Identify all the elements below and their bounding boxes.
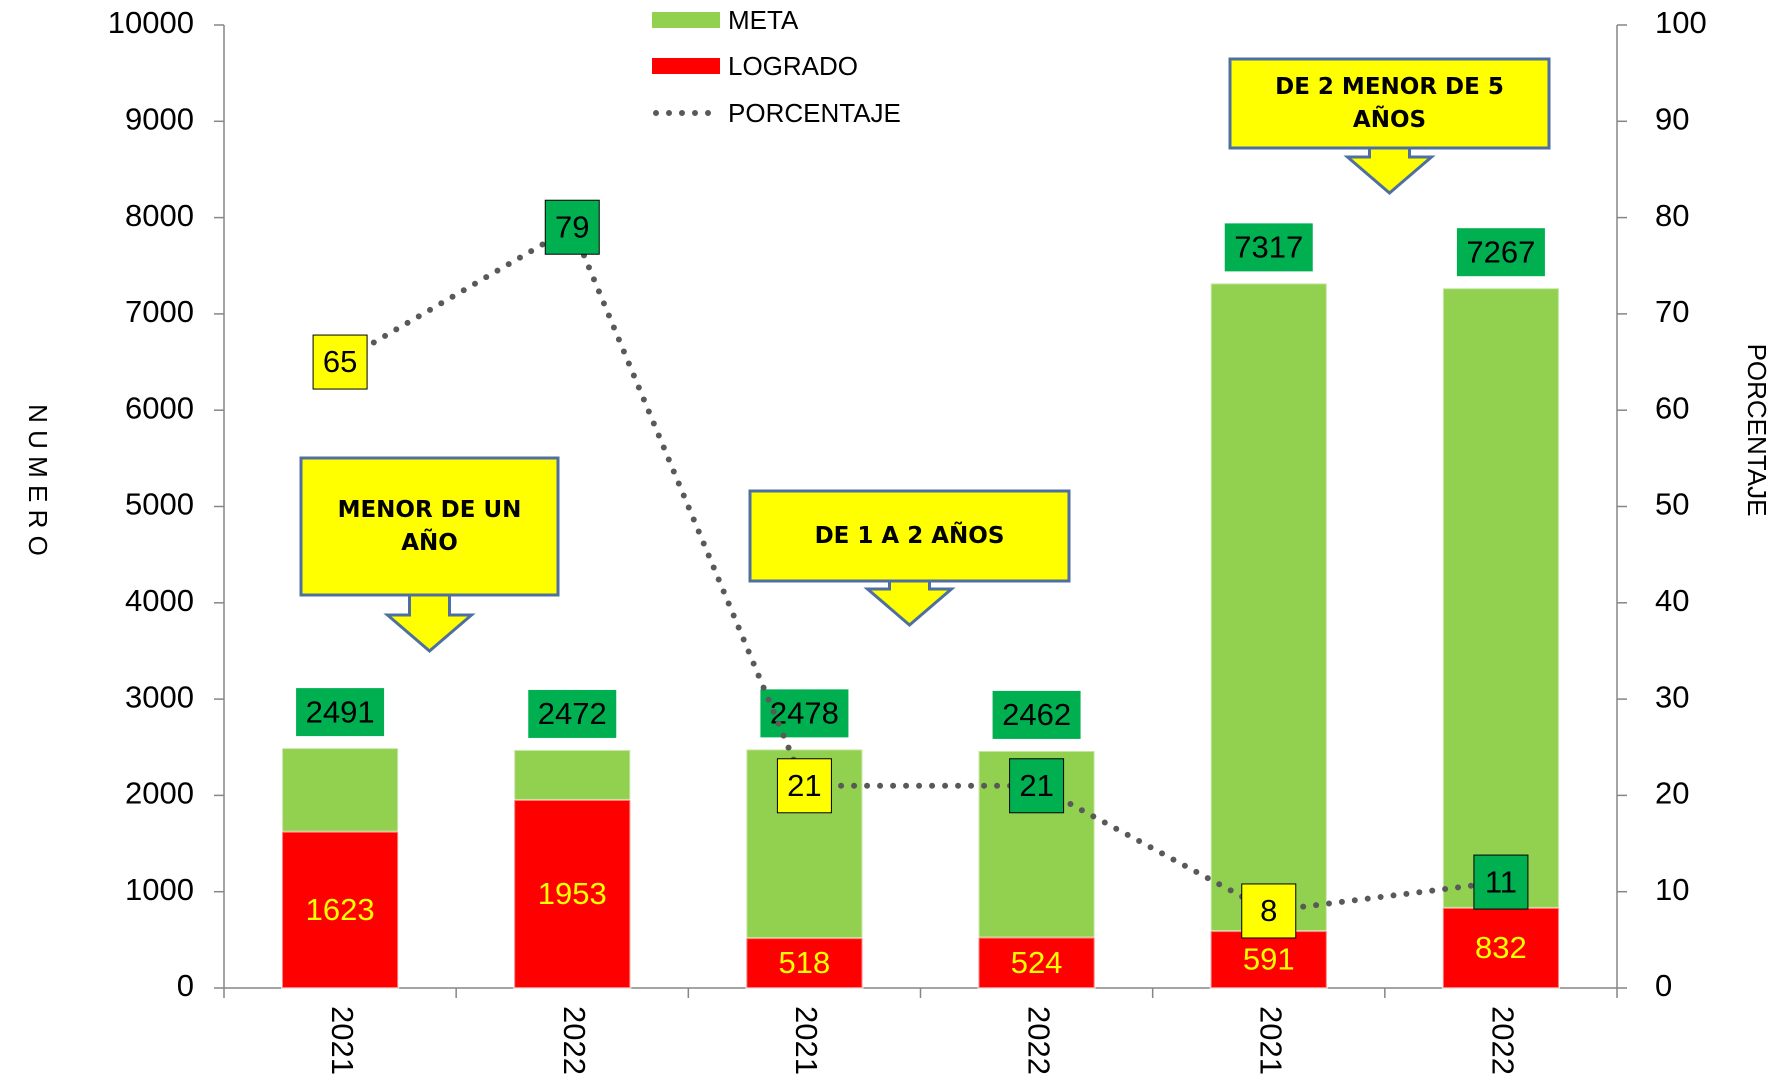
value-label: 518	[779, 945, 831, 980]
callout: MENOR DE UN AÑO	[337, 497, 522, 556]
y-tick-label: 3000	[125, 679, 194, 714]
callout-text: MENOR DE UN AÑO	[337, 497, 522, 556]
bar	[1441, 906, 1560, 990]
y2-tick-label: 60	[1655, 390, 1689, 425]
value-label-box	[992, 690, 1081, 739]
callout-text: DE 1 A 2 AÑOS	[814, 522, 1005, 549]
x-tick-label: 2022	[557, 1006, 592, 1075]
bar	[1209, 930, 1328, 989]
y2-tick-label: 10	[1655, 872, 1689, 907]
legend-label: META	[728, 5, 799, 35]
value-label-box	[296, 688, 385, 737]
x-tick-label: 2021	[789, 1006, 824, 1075]
callout-arrow	[863, 577, 956, 627]
value-label: 832	[1475, 930, 1527, 965]
value-label: 591	[1243, 942, 1295, 977]
y2-tick-label: 40	[1655, 583, 1689, 618]
value-label: 2491	[306, 694, 375, 729]
legend-swatch	[652, 58, 720, 74]
value-label-box	[312, 334, 368, 390]
callout-box	[1228, 57, 1551, 150]
x-tick-label: 2021	[1254, 1006, 1289, 1075]
x-tick-label: 2021	[325, 1006, 360, 1075]
y-tick-label: 7000	[125, 294, 194, 329]
y-axis-label: N U M E R O	[23, 404, 53, 556]
value-label: 1623	[306, 892, 375, 927]
y2-tick-label: 30	[1655, 679, 1689, 714]
value-label: 8	[1260, 893, 1277, 928]
bar	[513, 798, 632, 989]
value-label: 2478	[770, 696, 839, 731]
callout-box	[299, 456, 560, 597]
y-tick-label: 0	[177, 968, 194, 1003]
callout: DE 2 MENOR DE 5 AÑOS	[1275, 74, 1504, 133]
legend-swatch	[652, 12, 720, 28]
value-label: 7267	[1466, 234, 1535, 269]
y2-tick-label: 80	[1655, 198, 1689, 233]
value-label-box	[776, 758, 832, 814]
y-tick-label: 9000	[125, 101, 194, 136]
value-label-box	[528, 689, 617, 738]
value-label: 7317	[1234, 230, 1303, 265]
value-label-box	[1456, 228, 1545, 277]
y-tick-label: 10000	[108, 5, 194, 40]
callout-text: DE 2 MENOR DE 5 AÑOS	[1275, 74, 1504, 133]
value-label-box	[1224, 223, 1313, 272]
value-label: 21	[1019, 768, 1053, 803]
value-label: 2472	[538, 696, 607, 731]
y-tick-label: 2000	[125, 776, 194, 811]
value-label: 1953	[538, 876, 607, 911]
y2-tick-label: 100	[1655, 5, 1707, 40]
value-label-box	[1241, 883, 1297, 939]
y2-tick-label: 50	[1655, 487, 1689, 522]
value-label: 524	[1011, 945, 1063, 980]
y2-axis-label: PORCENTAJE	[1742, 344, 1772, 517]
value-label: 79	[555, 209, 589, 244]
callout: DE 1 A 2 AÑOS	[814, 522, 1005, 549]
legend-label: LOGRADO	[728, 51, 858, 81]
value-label: 2462	[1002, 697, 1071, 732]
y2-tick-label: 90	[1655, 101, 1689, 136]
value-label: 21	[787, 768, 821, 803]
line	[337, 222, 1504, 915]
y-tick-label: 8000	[125, 198, 194, 233]
y2-tick-label: 20	[1655, 776, 1689, 811]
y-tick-label: 1000	[125, 872, 194, 907]
y2-tick-label: 0	[1655, 968, 1672, 1003]
y2-tick-label: 70	[1655, 294, 1689, 329]
value-label: 65	[323, 344, 357, 379]
callout-arrow	[1343, 144, 1436, 195]
bar	[281, 830, 400, 989]
y-tick-label: 5000	[125, 487, 194, 522]
bar	[745, 937, 864, 989]
callout-box	[748, 489, 1071, 583]
value-label: 11	[1485, 864, 1517, 899]
y-tick-label: 4000	[125, 583, 194, 618]
y-tick-label: 6000	[125, 390, 194, 425]
legend-label: PORCENTAJE	[728, 98, 901, 128]
callout-arrow	[383, 591, 476, 653]
bar	[977, 936, 1096, 990]
bar	[1209, 282, 1328, 989]
value-label-box	[544, 199, 600, 255]
value-label-box	[1009, 758, 1065, 814]
x-tick-label: 2022	[1486, 1006, 1521, 1075]
x-tick-label: 2022	[1021, 1006, 1056, 1075]
value-label-box	[1473, 854, 1529, 910]
